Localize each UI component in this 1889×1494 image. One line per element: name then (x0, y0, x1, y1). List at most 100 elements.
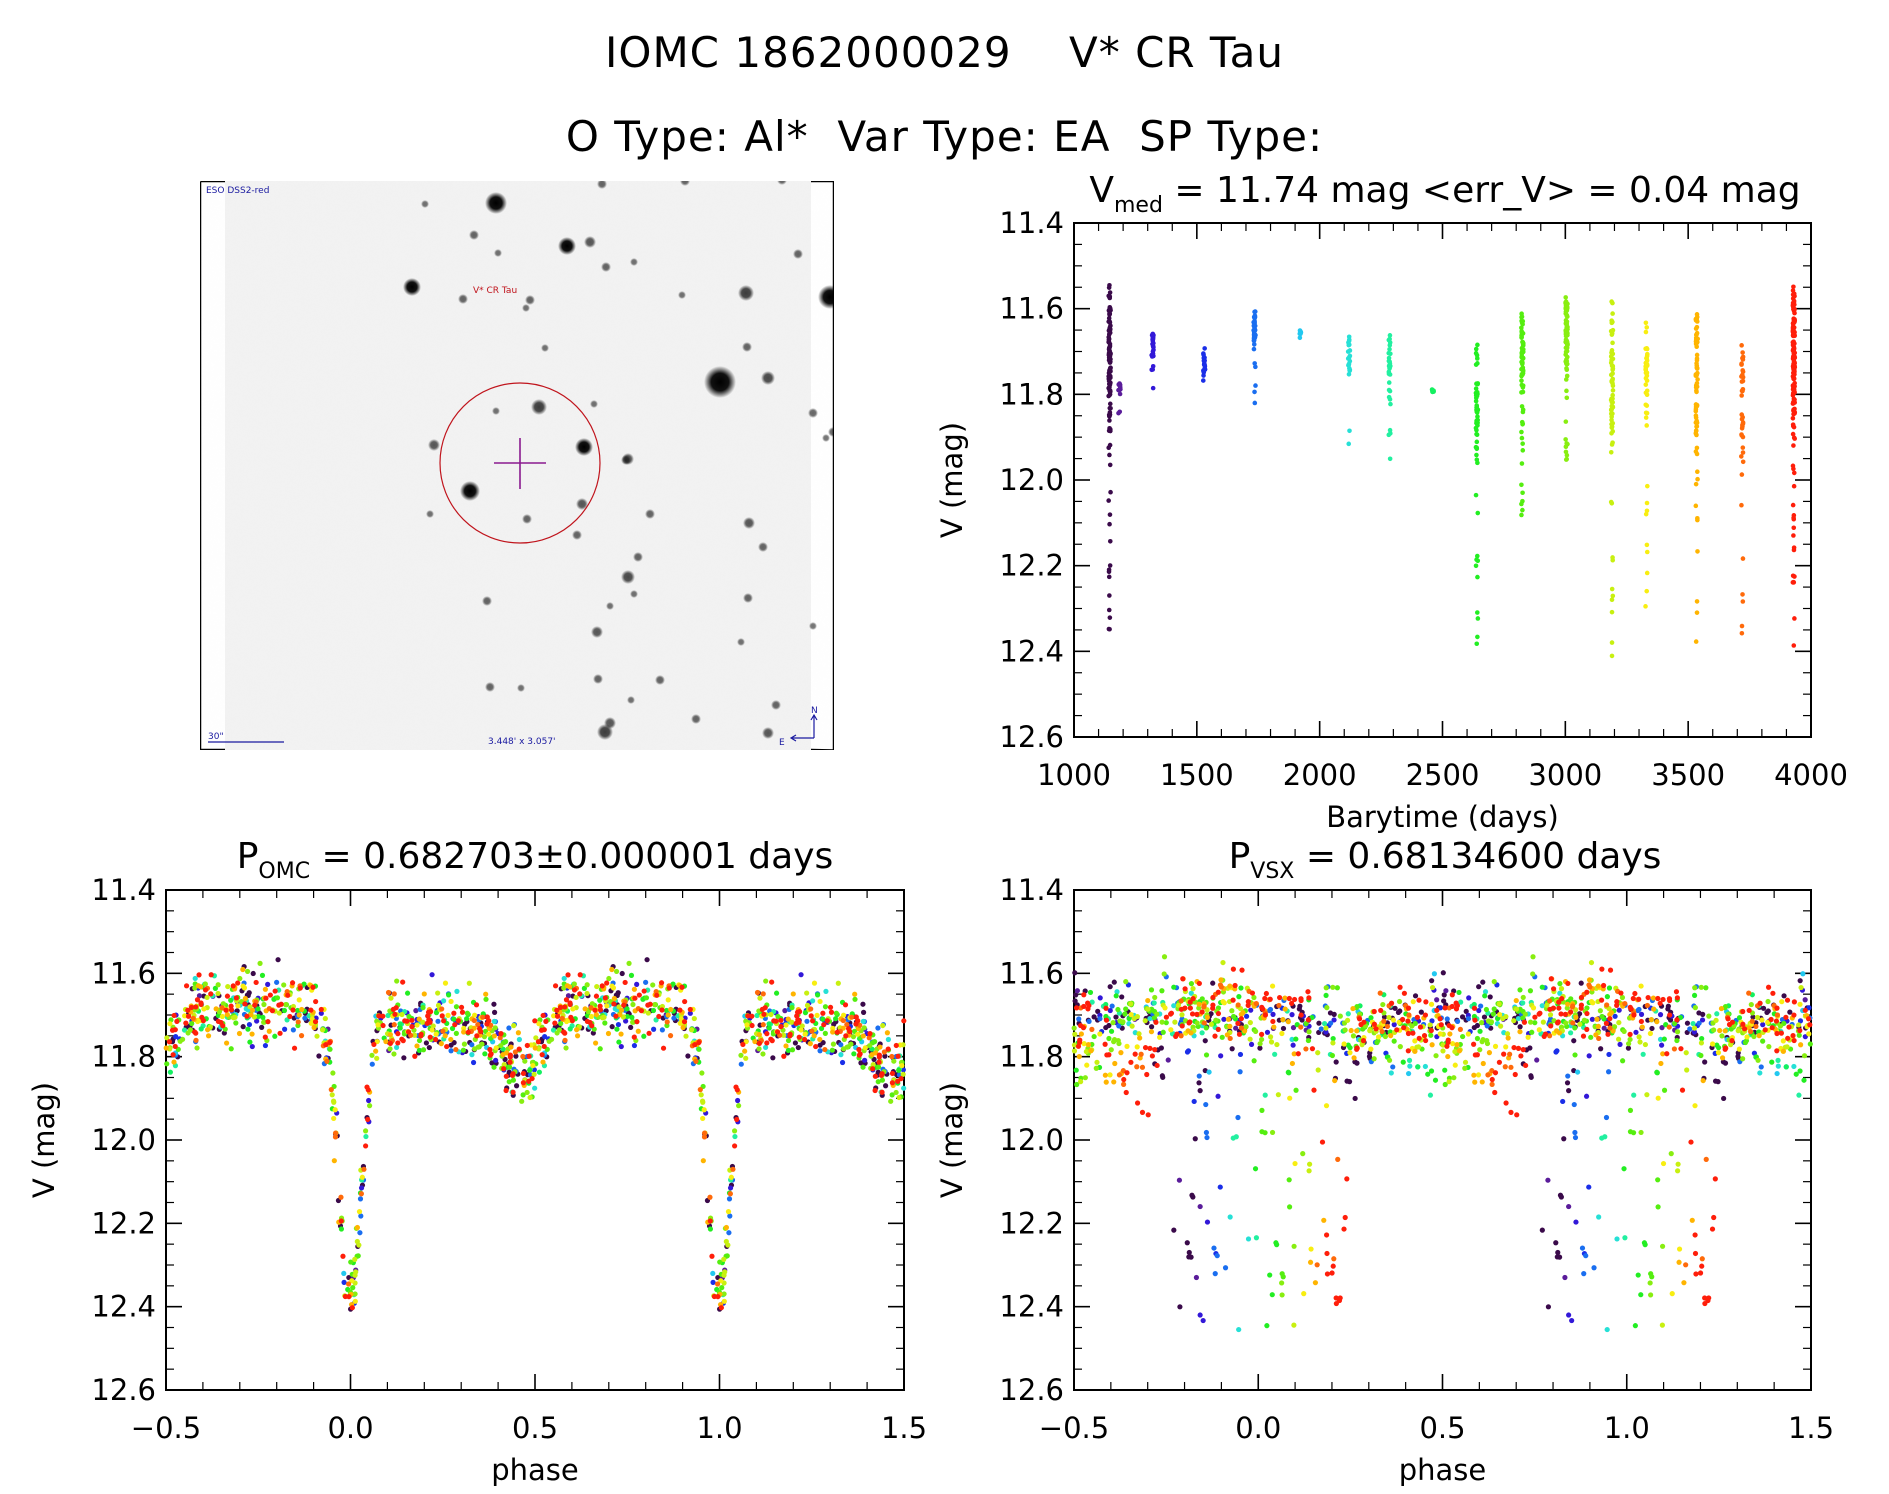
timeseries-point (1519, 314, 1525, 320)
timeseries-point (1106, 334, 1112, 340)
phase-vsx-point (1554, 1020, 1561, 1026)
timeseries-point (1520, 490, 1525, 496)
phase-vsx-point (1331, 1017, 1337, 1023)
phase-vsx-point (1568, 1030, 1574, 1036)
phase-vsx-point (1540, 1019, 1546, 1025)
phase-vsx-point (1208, 1021, 1214, 1027)
phase-vsx-point (1359, 1042, 1365, 1048)
phase-vsx-point (1194, 1020, 1200, 1026)
phase-vsx-point (1607, 1025, 1613, 1031)
phase-omc-point (219, 1005, 225, 1011)
phase-vsx-point (1442, 1067, 1448, 1073)
phase-vsx-title: PVSX = 0.68134600 days (1228, 836, 1662, 884)
phase-omc-point (235, 980, 241, 986)
phase-omc-point (542, 1034, 548, 1040)
timeseries-point (1693, 341, 1699, 347)
phase-vsx-point (1160, 1029, 1166, 1035)
phase-omc-point (249, 1007, 256, 1013)
phase-vsx-point (1391, 1022, 1397, 1028)
timeseries-point (1695, 476, 1700, 482)
phase-omc-point (726, 1196, 733, 1202)
phase-vsx-point (1684, 1067, 1690, 1073)
phase-omc-point (228, 1007, 235, 1013)
phase-vsx-point (1532, 1020, 1538, 1026)
timeseries-point (1610, 366, 1616, 371)
phase-vsx-point (1512, 1071, 1518, 1078)
phase-vsx-point (1655, 1095, 1661, 1101)
phase-vsx-point (1445, 1053, 1451, 1060)
phase-vsx-point (1316, 1020, 1322, 1026)
phase-vsx-point (1547, 1033, 1553, 1039)
phase-vsx-point (1227, 1023, 1233, 1029)
phase-vsx-point (1425, 1071, 1431, 1077)
phase-vsx-point (1427, 1092, 1434, 1098)
timeseries-point (1473, 398, 1479, 404)
phase-vsx-point (1138, 1051, 1144, 1057)
phase-vsx-point (1215, 1093, 1221, 1099)
star (645, 509, 655, 519)
phase-vsx-point (1211, 1245, 1217, 1251)
phase-omc-point (375, 1022, 381, 1028)
phase-omc-point (660, 1045, 667, 1051)
phase-vsx-point (1557, 981, 1563, 987)
phase-vsx-point (1607, 1011, 1613, 1018)
phase-omc-point (646, 1030, 652, 1036)
phase-omc-point (645, 1002, 651, 1008)
phase-vsx-point (1712, 1176, 1718, 1182)
timeseries-point (1347, 428, 1352, 434)
phase-omc-point (850, 1034, 857, 1040)
phase-omc-point (839, 1059, 846, 1066)
phase-vsx-point (1269, 983, 1276, 989)
phase-vsx-point (1111, 1039, 1117, 1045)
phase-vsx-point (1199, 1030, 1205, 1036)
phase-vsx-point (1232, 982, 1238, 989)
phase-omc-point (369, 1061, 375, 1067)
phase-vsx-point (1797, 1068, 1803, 1074)
phase-vsx-point (1757, 1000, 1763, 1006)
phase-vsx-point (1277, 994, 1283, 1001)
phase-vsx-point (1103, 1024, 1109, 1031)
phase-vsx-point (1802, 1007, 1808, 1013)
phase-omc-point (220, 1001, 226, 1007)
phase-omc-point (667, 1033, 674, 1039)
phase-vsx-point (1148, 1024, 1155, 1030)
phase-vsx-point (1329, 1270, 1335, 1276)
phase-omc-point (687, 1006, 693, 1013)
phase-omc-point (721, 1291, 727, 1297)
timeseries-point (1563, 331, 1569, 337)
timeseries-point (1150, 336, 1156, 342)
phase-omc-point (785, 1016, 791, 1022)
phase-vsx-point (1564, 1005, 1570, 1011)
phase-vsx-point (1757, 1070, 1763, 1076)
phase-omc-point (262, 1034, 268, 1040)
phase-omc-point (442, 1033, 448, 1039)
phase-vsx-point (1085, 1000, 1091, 1006)
phase-vsx-point (1292, 1160, 1298, 1167)
phase-vsx-point (1635, 1007, 1641, 1014)
phase_omc-ylabel: V (mag) (27, 1082, 61, 1198)
phase-vsx-point (1683, 1050, 1689, 1056)
timeseries-point (1107, 512, 1113, 517)
phase-omc-point (224, 993, 231, 999)
phase-vsx-point (1290, 1025, 1297, 1031)
star (777, 181, 787, 185)
phase-omc-point (240, 983, 246, 989)
phase-vsx-point (1801, 1053, 1808, 1059)
phase-omc-point (798, 1027, 804, 1033)
phase-omc-point (493, 1045, 499, 1051)
phase-omc-point (754, 989, 761, 996)
star (575, 438, 593, 456)
phase-vsx-point (1434, 997, 1440, 1003)
phase-omc-point (685, 1053, 691, 1059)
phase-vsx-point (1204, 1219, 1211, 1225)
phase-vsx-point (1747, 1028, 1754, 1035)
phase-vsx-point (1558, 1011, 1564, 1017)
phase-vsx-point (1112, 1060, 1118, 1067)
timeseries-point (1740, 388, 1745, 394)
phase-omc-point (664, 1019, 670, 1025)
timeseries-point (1202, 346, 1207, 351)
phase-omc-point (848, 1041, 854, 1047)
phase-vsx-point (1429, 1018, 1435, 1024)
timeseries-point (1473, 346, 1479, 352)
timeseries-point (1610, 311, 1615, 316)
